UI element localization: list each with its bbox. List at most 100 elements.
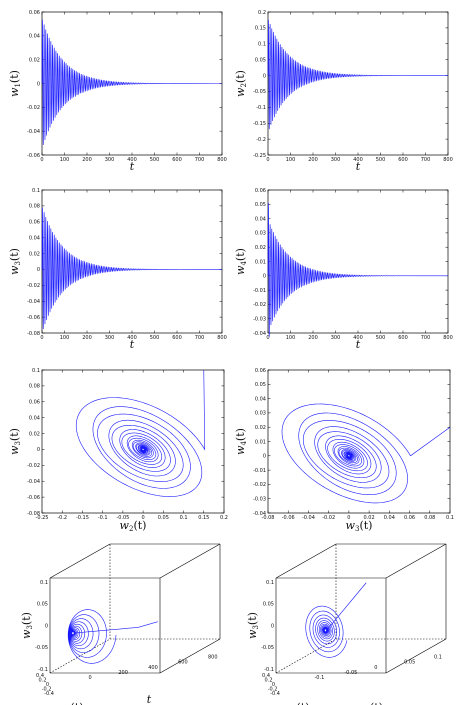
- y-axis-label: w3(t): [8, 428, 22, 455]
- x-tick-label: 0.2: [220, 515, 228, 521]
- x-tick-label: 300: [331, 157, 341, 163]
- x-tick-label: 0.08: [424, 515, 435, 521]
- series-line: [305, 582, 367, 658]
- x-axis-label: t: [356, 160, 361, 173]
- panel-w2_time: 0 100 200 300 400 500 600 700 800 0.2 0.15 0.1 0.05 0…: [234, 10, 453, 173]
- series-line: [267, 19, 448, 130]
- x-tick-label: 100: [286, 335, 296, 341]
- y-tick-label: -0.06: [27, 153, 40, 159]
- y-tick-label: 0.05: [255, 382, 266, 388]
- x-tick-label: 500: [376, 335, 386, 341]
- x-tick-label: 200: [82, 157, 92, 163]
- x-tick-label: 0.1: [180, 515, 188, 521]
- box-edge-hidden: [275, 638, 337, 674]
- y-tick-label: 0: [263, 73, 266, 79]
- y-tick-label: -0.04: [253, 511, 266, 517]
- y-tick-label: 0.03: [255, 411, 266, 417]
- z-axis-label: w3(t): [20, 612, 34, 639]
- third-tick-label: 800: [208, 655, 218, 661]
- x-tick-label: -0.06: [282, 515, 295, 521]
- x-tick-label: 0.1: [446, 515, 454, 521]
- y-tick-label: 0.06: [29, 220, 40, 226]
- z-tick-label: 0: [271, 623, 274, 629]
- series-line: [41, 207, 222, 330]
- x-tick-label: 800: [217, 335, 227, 341]
- x-tick-label: 800: [443, 335, 453, 341]
- y-tick-label: 0.03: [255, 231, 266, 237]
- y-tick-label: -0.25: [253, 153, 266, 159]
- x-tick-label: 0: [347, 515, 350, 521]
- x-tick-label: 300: [105, 157, 115, 163]
- y-tick-label: 0: [37, 447, 40, 453]
- z-tick-label: 0.1: [266, 580, 274, 586]
- x-tick-label: -0.02: [322, 515, 335, 521]
- plot-frame: [267, 369, 451, 514]
- x-tick-label: 400: [127, 335, 137, 341]
- y-tick-label: -0.02: [27, 105, 40, 111]
- y-tick-label: 0.08: [29, 204, 40, 210]
- y-tick-label: 0: [263, 274, 266, 280]
- x-tick-label: 200: [308, 157, 318, 163]
- x-tick-label: 0.02: [364, 515, 375, 521]
- x-tick-label: 0.04: [384, 515, 395, 521]
- x-tick-label: 600: [172, 335, 182, 341]
- x-tick-label: 0.05: [158, 515, 169, 521]
- third-tick-label: 0: [374, 665, 377, 671]
- x-axis-label: w3(t): [346, 519, 373, 533]
- y-tick-label: -0.04: [27, 479, 40, 485]
- y-axis-label: w4(t): [234, 428, 248, 455]
- x-tick-label: 0.4: [262, 673, 270, 679]
- x-tick-label: -0.15: [76, 515, 89, 521]
- y-tick-label: 0.02: [255, 245, 266, 251]
- x-tick-label: 800: [443, 157, 453, 163]
- y-tick-label: 0.04: [29, 34, 40, 40]
- x-tick-label: 100: [60, 157, 70, 163]
- panel-phase3d_w1_w2_w3: 0.10.050-0.05-0.1w3(t)0.40.20-0.2-0.4w2(…: [246, 543, 447, 705]
- x-tick-label: 400: [353, 157, 363, 163]
- y-tick-label: 0.04: [29, 235, 40, 241]
- x-tick-label: 100: [60, 335, 70, 341]
- x-axis-label: w2(t): [120, 519, 147, 533]
- x-tick-label: 500: [150, 335, 160, 341]
- z-tick-label: -0.05: [35, 645, 48, 651]
- x-axis-label: w2(t): [57, 701, 84, 705]
- x-tick-label: 0.4: [36, 673, 44, 679]
- y-tick-label: -0.15: [253, 121, 266, 127]
- y-tick-label: 0.1: [258, 42, 266, 48]
- y-tick-label: -0.1: [256, 105, 266, 111]
- y-tick-label: 0.06: [255, 188, 266, 194]
- x-tick-label: 100: [286, 157, 296, 163]
- x-tick-label: 700: [195, 157, 205, 163]
- x-tick-label: -0.4: [270, 691, 280, 697]
- x-tick-label: -0.08: [262, 515, 275, 521]
- x-tick-label: 600: [398, 157, 408, 163]
- x-tick-label: 500: [376, 157, 386, 163]
- y-tick-label: 0.06: [29, 400, 40, 406]
- x-tick-label: 300: [105, 335, 115, 341]
- x-axis-label: t: [130, 338, 135, 351]
- panel-phase_w3_w4: -0.08 -0.06 -0.04 -0.02 0 0.02 0.04 0.06 0.08 0.1…: [234, 368, 454, 533]
- y-axis-label: w4(t): [234, 248, 248, 275]
- y-tick-label: 0.04: [255, 216, 266, 222]
- third-axis-label: w1(t): [356, 701, 383, 705]
- z-tick-label: -0.05: [261, 645, 274, 651]
- plot-frame: [267, 189, 449, 334]
- z-tick-label: -0.1: [264, 667, 274, 673]
- x-tick-label: 0.2: [39, 678, 47, 684]
- y-tick-label: 0.05: [255, 202, 266, 208]
- x-tick-label: 700: [421, 157, 431, 163]
- y-tick-label: -0.05: [253, 89, 266, 95]
- x-axis-label: t: [130, 160, 135, 173]
- y-tick-label: -0.03: [253, 317, 266, 323]
- y-tick-label: 0.02: [29, 57, 40, 63]
- x-tick-label: 700: [421, 335, 431, 341]
- x-tick-label: 800: [217, 157, 227, 163]
- y-tick-label: 0.02: [29, 431, 40, 437]
- y-tick-label: -0.04: [253, 331, 266, 337]
- x-tick-label: 0: [40, 335, 43, 341]
- y-tick-label: -0.02: [27, 283, 40, 289]
- y-tick-label: -0.02: [253, 302, 266, 308]
- y-tick-label: 0.01: [255, 259, 266, 265]
- x-tick-label: 200: [308, 335, 318, 341]
